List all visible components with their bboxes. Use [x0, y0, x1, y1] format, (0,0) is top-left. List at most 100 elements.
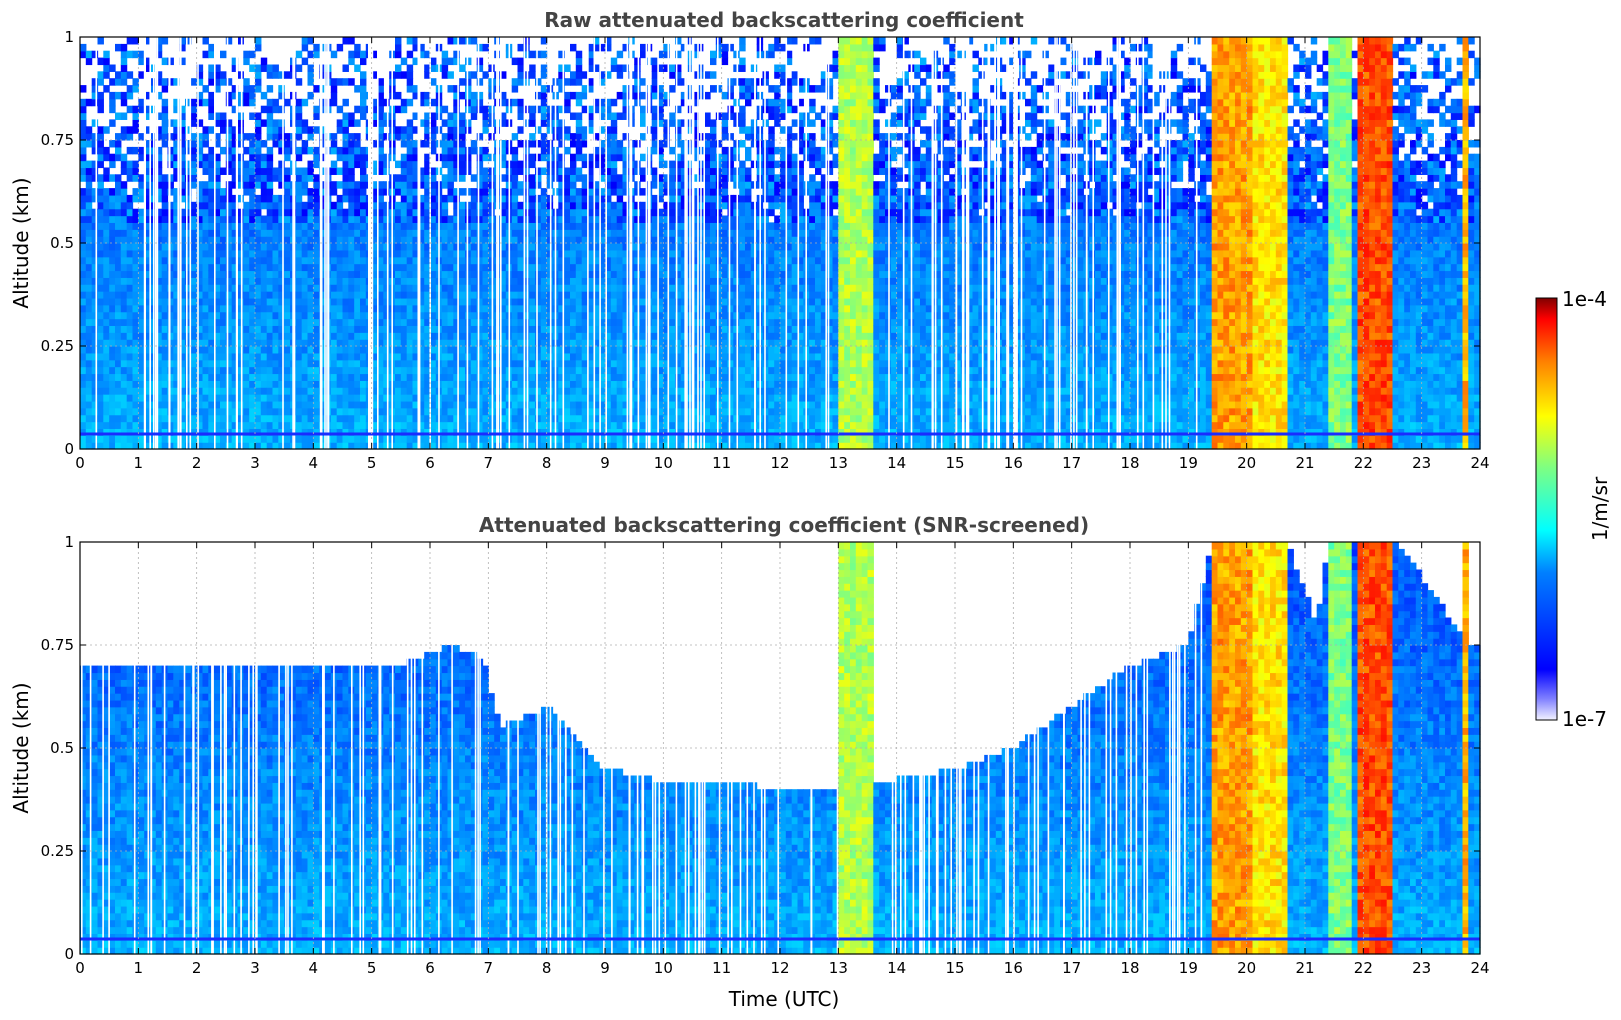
heatmap-cell: [348, 215, 355, 223]
heatmap-cell: [173, 380, 180, 388]
heatmap-cell: [342, 407, 349, 416]
heatmap-cell: [406, 387, 414, 395]
heatmap-cell: [109, 201, 116, 210]
heatmap-cell: [214, 181, 221, 189]
heatmap-cell: [529, 373, 536, 381]
heatmap-cell: [196, 332, 204, 340]
heatmap-cell: [173, 366, 180, 375]
heatmap-cell: [260, 346, 268, 354]
heatmap-cell: [284, 311, 291, 320]
heatmap-cell: [208, 64, 215, 72]
heatmap-cell: [575, 153, 583, 162]
heatmap-cell: [470, 284, 478, 292]
heatmap-cell: [161, 270, 169, 278]
heatmap-cell: [109, 236, 116, 244]
heatmap-cell: [400, 181, 408, 189]
heatmap-cell: [266, 339, 274, 347]
heatmap-cell: [161, 256, 169, 265]
heatmap-cell: [225, 366, 233, 375]
heatmap-cell: [190, 201, 198, 210]
heatmap-cell: [161, 140, 169, 148]
heatmap-cell: [540, 359, 548, 368]
heatmap-cell: [342, 133, 349, 141]
heatmap-cell: [278, 270, 285, 278]
heatmap-cell: [249, 167, 256, 175]
heatmap-cell: [260, 194, 268, 203]
heatmap-cell: [406, 126, 414, 134]
heatmap-cell: [313, 229, 320, 237]
heatmap-cell: [465, 387, 472, 395]
heatmap-cell: [161, 98, 169, 107]
heatmap-cell: [400, 277, 408, 285]
heatmap-cell: [196, 215, 204, 223]
heatmap-cell: [173, 435, 180, 443]
heatmap-cell: [459, 37, 466, 45]
heatmap-cell: [255, 140, 262, 148]
heatmap-cell: [570, 332, 577, 340]
heatmap-cell: [342, 181, 349, 189]
heatmap-cell: [301, 407, 309, 416]
heatmap-cell: [179, 146, 186, 155]
heatmap-cell: [97, 146, 104, 155]
heatmap-cell: [342, 442, 349, 450]
heatmap-cell: [126, 339, 134, 347]
heatmap-cell: [80, 442, 87, 450]
heatmap-cell: [266, 435, 274, 443]
heatmap-cell: [126, 222, 134, 230]
heatmap-cell: [109, 105, 116, 114]
heatmap-cell: [255, 373, 262, 381]
heatmap-cell: [313, 243, 320, 251]
heatmap-cell: [336, 346, 344, 354]
heatmap-cell: [225, 373, 233, 381]
heatmap-cell: [126, 366, 134, 375]
heatmap-cell: [517, 167, 524, 175]
heatmap-cell: [231, 421, 239, 429]
heatmap-cell: [383, 215, 390, 223]
heatmap-cell: [295, 215, 303, 223]
heatmap-cell: [610, 366, 618, 375]
heatmap-cell: [640, 153, 647, 162]
heatmap-cell: [517, 387, 524, 395]
heatmap-cell: [360, 373, 367, 381]
heatmap-cell: [85, 394, 93, 402]
heatmap-cell: [266, 325, 274, 333]
heatmap-cell: [167, 78, 174, 86]
heatmap-cell: [640, 304, 647, 313]
heatmap-cell: [616, 421, 624, 429]
heatmap-cell: [529, 215, 536, 223]
heatmap-cell: [441, 201, 449, 210]
heatmap-cell: [220, 373, 227, 381]
heatmap-cell: [132, 346, 139, 354]
heatmap-cell: [395, 37, 402, 45]
heatmap-cell: [190, 174, 198, 182]
heatmap-cell: [126, 37, 134, 45]
heatmap-cell: [138, 318, 145, 326]
heatmap-cell: [161, 37, 169, 45]
heatmap-cell: [348, 222, 355, 230]
heatmap-cell: [214, 236, 221, 244]
heatmap-cell: [155, 277, 163, 285]
heatmap-cell: [540, 284, 548, 292]
heatmap-cell: [336, 105, 344, 114]
heatmap-cell: [272, 394, 279, 402]
heatmap-cell: [616, 339, 624, 347]
heatmap-cell: [406, 98, 414, 107]
heatmap-cell: [564, 243, 571, 251]
heatmap-cell: [202, 249, 209, 258]
heatmap-cell: [610, 229, 618, 237]
heatmap-cell: [173, 105, 180, 114]
heatmap-cell: [255, 284, 262, 292]
heatmap-cell: [488, 284, 495, 292]
heatmap-cell: [570, 160, 577, 169]
heatmap-cell: [395, 318, 402, 326]
heatmap-cell: [383, 339, 390, 347]
heatmap-cell: [161, 126, 169, 134]
heatmap-cell: [278, 215, 285, 223]
heatmap-cell: [85, 160, 93, 169]
heatmap-cell: [249, 112, 256, 120]
heatmap-cell: [255, 215, 262, 223]
heatmap-cell: [214, 297, 221, 306]
heatmap-cell: [260, 243, 268, 251]
heatmap-cell: [167, 428, 174, 436]
heatmap-cell: [80, 387, 87, 395]
